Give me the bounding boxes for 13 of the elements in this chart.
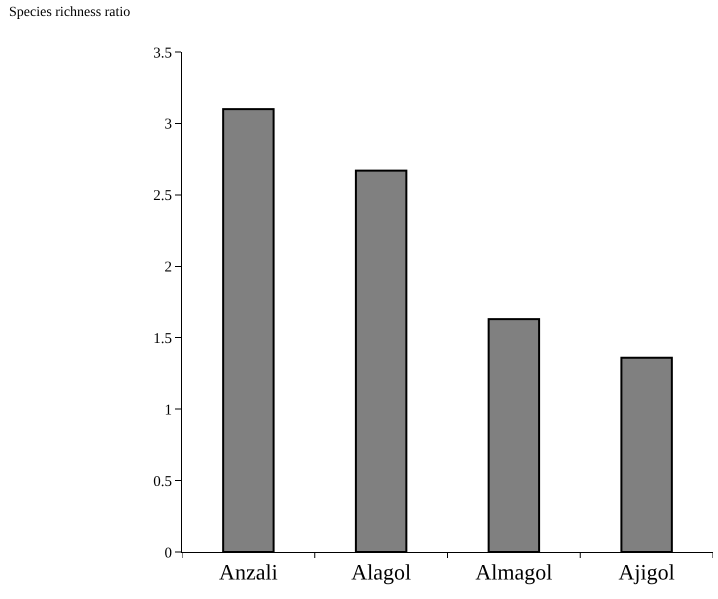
y-tick-label: 3.5 — [153, 45, 172, 62]
y-axis-title: Species richness ratio — [9, 5, 130, 20]
x-tick-label: Ajigol — [618, 559, 675, 584]
y-tick-label: 0 — [164, 545, 172, 562]
x-tick-label: Alagol — [351, 559, 412, 584]
y-tick-label: 2.5 — [153, 188, 172, 204]
x-tick-label: Anzali — [219, 559, 278, 584]
x-tick-label: Almagol — [475, 559, 552, 584]
y-tick-label: 0.5 — [153, 474, 172, 490]
y-tick-label: 1 — [164, 402, 172, 418]
y-tick-label: 2 — [164, 260, 172, 276]
y-tick-label: 1.5 — [153, 330, 172, 347]
y-tick-label: 3 — [164, 116, 172, 133]
